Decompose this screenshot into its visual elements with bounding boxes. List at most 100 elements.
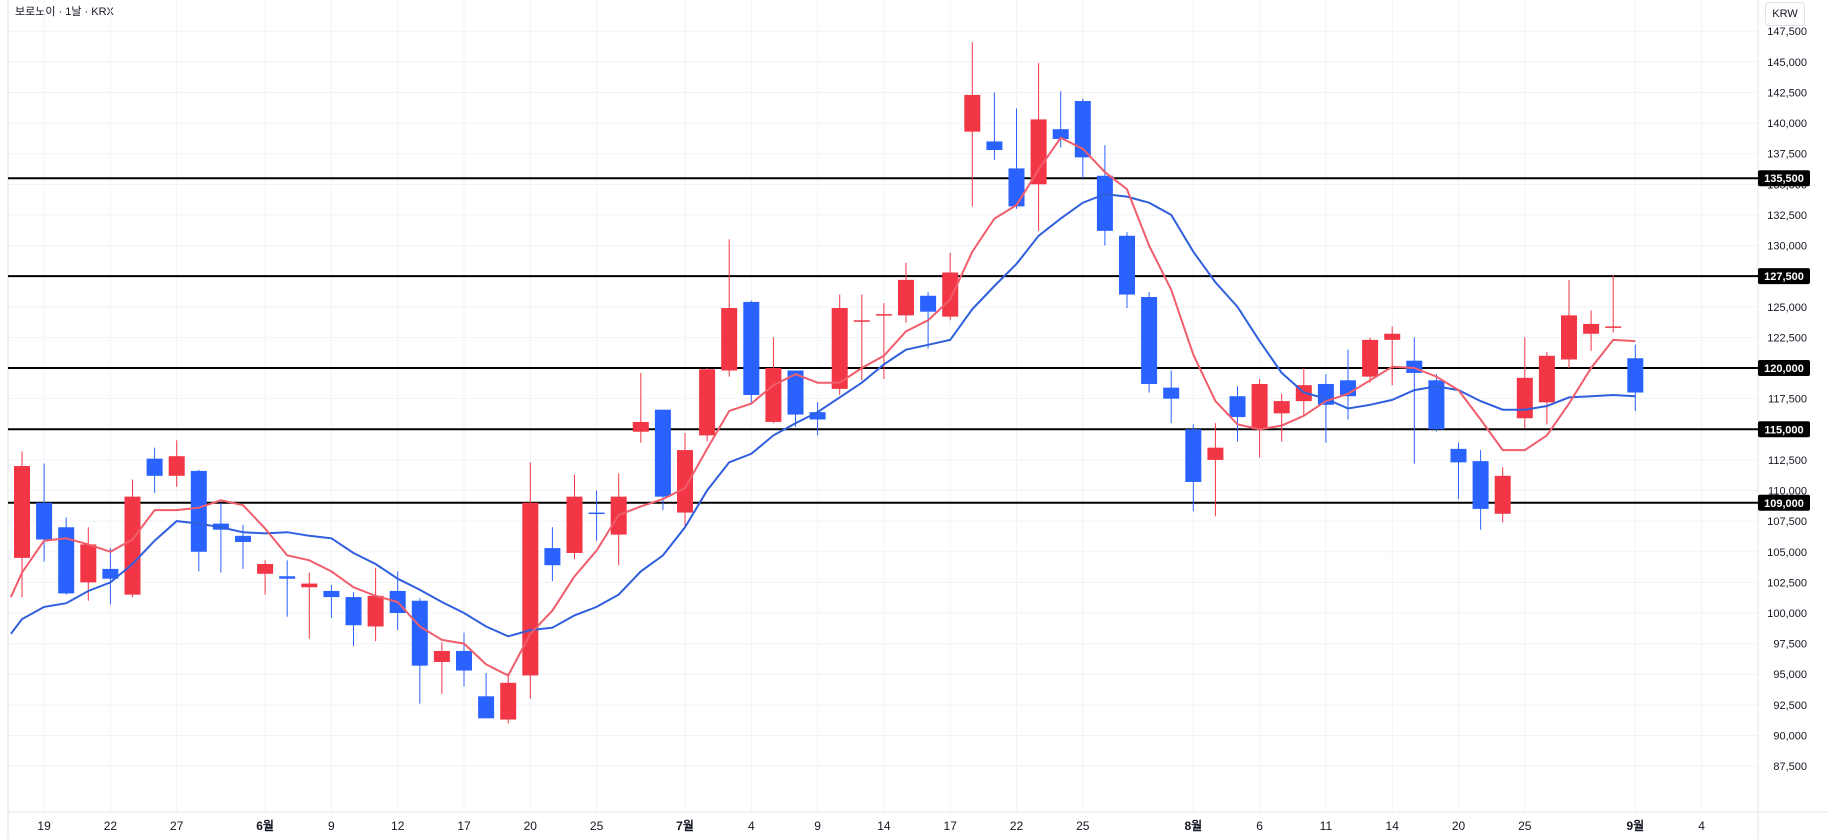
level-label-box — [1758, 268, 1810, 285]
candle-body-up — [898, 279, 914, 316]
candle-body-down — [323, 590, 340, 598]
time-axis[interactable]: 19 22 27 6월 9 12 17 20 25 7월 4 9 14 17 22 25 8월 6 11 14 20 25… — [37, 818, 1705, 833]
candle-body-up — [721, 308, 738, 371]
candle-body-up — [765, 368, 782, 422]
level-label-text: 115,000 — [1764, 424, 1803, 436]
price-tick-label: 117,500 — [1768, 394, 1807, 406]
candle-body-up — [964, 94, 981, 132]
time-tick-label: 22 — [1010, 819, 1024, 833]
candle-body-down — [345, 597, 362, 626]
candle-body-up — [875, 314, 892, 316]
candle-body-up — [301, 583, 318, 588]
candle-body-up — [433, 650, 450, 662]
price-tick-label: 147,500 — [1767, 26, 1807, 38]
price-tick-label: 122,500 — [1767, 332, 1807, 344]
candle-body-down — [102, 568, 119, 579]
time-tick-label: 22 — [104, 819, 118, 833]
candle-body-up — [1561, 315, 1577, 360]
candle-body-up — [80, 544, 97, 583]
candle-body-down — [1185, 429, 1202, 482]
level-label-box — [1758, 421, 1810, 438]
price-tick-label: 140,000 — [1767, 118, 1807, 130]
candle-body-down — [279, 576, 296, 579]
candle-body-up — [1538, 355, 1555, 403]
candle-body-up — [1207, 447, 1224, 460]
candle-body-down — [1008, 168, 1025, 207]
time-tick-label: 9 — [814, 819, 821, 833]
level-label-text: 109,000 — [1764, 498, 1804, 510]
candle-body-down — [588, 512, 605, 515]
candle-body-up — [1030, 119, 1047, 185]
price-tick-label: 87,500 — [1773, 761, 1807, 773]
price-tick-label: 92,500 — [1773, 700, 1807, 712]
currency-button[interactable]: KRW — [1765, 2, 1805, 26]
time-tick-label: 25 — [1076, 819, 1090, 833]
candle-body-up — [1583, 323, 1600, 334]
time-tick-label: 7월 — [676, 818, 694, 833]
level-label-box — [1758, 170, 1810, 187]
candle-body-down — [58, 527, 75, 594]
chart-title: 보로노이 · 1날 · KRX — [15, 6, 114, 18]
level-label-text: 135,500 — [1764, 173, 1804, 185]
candle-body-down — [146, 458, 163, 476]
candle-body-down — [787, 370, 804, 415]
time-tick-label: 17 — [944, 819, 958, 833]
time-tick-label: 17 — [457, 819, 471, 833]
moving-average-short-line — [9, 136, 1636, 677]
candle-body-down — [743, 301, 760, 395]
candle-body-up — [1605, 326, 1622, 328]
candle-body-down — [1141, 297, 1158, 384]
price-tick-label: 90,000 — [1773, 730, 1807, 742]
time-tick-label: 6월 — [256, 818, 274, 833]
price-tick-label: 105,000 — [1767, 547, 1807, 559]
time-tick-label: 25 — [1518, 819, 1532, 833]
horizontal-levels — [8, 177, 1758, 504]
candle-body-down — [478, 696, 495, 719]
candle-body-down — [190, 470, 207, 552]
time-tick-label: 14 — [1386, 819, 1400, 833]
candle-body-up — [168, 456, 185, 476]
time-tick-label: 8월 — [1184, 818, 1202, 833]
candle-body-up — [853, 320, 870, 322]
time-tick-label: 19 — [37, 819, 51, 833]
time-tick-label: 9 — [328, 819, 335, 833]
level-labels: 135,500 127,500 120,000 115,000 109,000 — [1758, 170, 1810, 511]
candle-body-down — [1472, 461, 1489, 509]
candle-body-up — [500, 682, 517, 720]
time-tick-label: 12 — [391, 819, 405, 833]
level-label-box — [1758, 494, 1810, 511]
time-tick-label: 14 — [877, 819, 891, 833]
candle-body-up — [699, 369, 716, 436]
candles-layer — [14, 42, 1644, 724]
price-tick-label: 130,000 — [1767, 241, 1807, 253]
price-tick-label: 95,000 — [1773, 669, 1807, 681]
candle-body-up — [522, 502, 539, 676]
candle-body-down — [1428, 380, 1445, 430]
candle-body-up — [1251, 383, 1268, 430]
candle-body-up — [831, 308, 848, 389]
candle-body-down — [1096, 175, 1113, 231]
price-tick-label: 110,000 — [1768, 486, 1807, 498]
candle-body-up — [1516, 377, 1533, 419]
candle-body-down — [1119, 235, 1135, 295]
candle-body-up — [1273, 401, 1290, 414]
time-tick-label: 20 — [1452, 819, 1466, 833]
candle-body-up — [566, 496, 583, 553]
price-tick-label: 102,500 — [1767, 577, 1807, 589]
candle-body-up — [14, 466, 30, 558]
candle-body-up — [1384, 333, 1401, 340]
candle-body-down — [1074, 101, 1091, 158]
price-axis[interactable]: 147,500145,000142,500140,000137,500135,0… — [1767, 26, 1807, 773]
candle-body-down — [1450, 448, 1467, 463]
candle-body-down — [235, 535, 251, 542]
candle-body-down — [1163, 387, 1180, 399]
candle-body-up — [367, 595, 384, 627]
level-label-text: 120,000 — [1764, 363, 1804, 375]
price-tick-label: 125,000 — [1767, 302, 1807, 314]
candle-body-up — [257, 564, 274, 574]
price-tick-label: 145,000 — [1767, 57, 1807, 69]
time-tick-label: 25 — [590, 819, 604, 833]
time-tick-label: 11 — [1320, 819, 1333, 833]
candle-body-down — [654, 409, 671, 497]
